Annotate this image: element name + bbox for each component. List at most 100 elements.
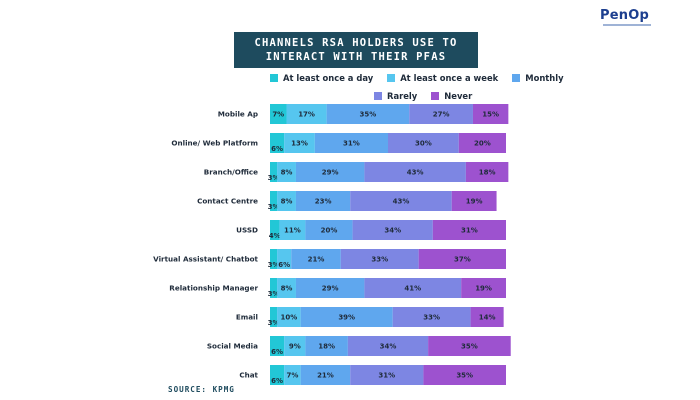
data-label: 3% (268, 290, 280, 298)
bar-row-mobile-ap: Mobile Ap 7% 17% 35% 27% 15% (218, 104, 509, 124)
bar-segment-never (451, 191, 497, 211)
bar-row-virtual-assistant-chatbot: Virtual Assistant/ Chatbot 3%6% 21% 33% 37% (153, 249, 506, 269)
data-label: 23% (315, 198, 332, 206)
legend-item-rarely: Rarely (374, 91, 417, 101)
bar-segment-monthly (326, 104, 410, 124)
logo-text: PenOp (600, 8, 649, 23)
bar-segment-at-least-once-a-week (284, 365, 301, 385)
legend-row-1: At least once a day At least once a week… (270, 72, 590, 84)
bar-segment-rarely (364, 278, 462, 298)
data-label: 35% (360, 111, 377, 119)
bar-segment-at-least-once-a-week (284, 133, 315, 153)
bar-segment-never (465, 162, 509, 182)
category-label: Chat (239, 371, 258, 380)
bar-row-relationship-manager: Relationship Manager 3%8% 29% 41% 19% (169, 278, 506, 298)
data-label: 31% (378, 372, 395, 380)
bar-segment-monthly (295, 162, 365, 182)
category-label: Contact Centre (197, 197, 258, 206)
legend-row-2: Rarely Never (374, 90, 590, 102)
bar-segment-rarely (347, 336, 429, 356)
data-label: 6% (278, 261, 290, 269)
legend-label-never: Never (444, 91, 473, 101)
bar-segment-never (423, 365, 506, 385)
data-label: 29% (322, 169, 339, 177)
source-note: SOURCE: KPMG (168, 385, 235, 394)
data-label: 3% (268, 261, 280, 269)
bar-row-online-web-platform: Online/ Web Platform 6% 13% 31% 30% 20% (171, 133, 506, 153)
legend-swatch-daily (270, 74, 278, 82)
bar-row-ussd: USSD 4%11% 20% 34% 31% (236, 220, 506, 240)
bar-segment-at-least-once-a-week (277, 307, 301, 327)
data-label: 43% (407, 169, 424, 177)
legend-label-daily: At least once a day (283, 73, 374, 83)
bar-segment-at-least-once-a-day (270, 220, 280, 240)
bar-row-contact-centre: Contact Centre 3%8% 23% 43% 19% (197, 191, 497, 211)
category-label: Branch/Office (204, 168, 258, 177)
legend-swatch-monthly (512, 74, 521, 82)
data-label: 31% (461, 227, 478, 235)
bar-segment-monthly (305, 220, 353, 240)
data-label: 18% (318, 343, 335, 351)
data-label: 10% (280, 314, 297, 322)
legend-swatch-rarely (374, 92, 382, 100)
data-label: 39% (338, 314, 355, 322)
bar-row-social-media: Social Media 6% 9% 18% 34% 35% (207, 336, 511, 356)
bar-segment-at-least-once-a-week (277, 162, 296, 182)
data-label: 3% (268, 319, 280, 327)
bar-segment-at-least-once-a-day (270, 278, 278, 298)
bar-segment-monthly (295, 191, 351, 211)
bar-segment-rarely (352, 220, 433, 240)
bar-row-branch-office: Branch/Office 3%8% 29% 43% 18% (204, 162, 509, 182)
bar-segment-at-least-once-a-week (284, 336, 306, 356)
bar-segment-rarely (340, 249, 419, 269)
bar-segment-at-least-once-a-week (277, 278, 296, 298)
logo-underline (603, 24, 651, 26)
legend-item-weekly: At least once a week (387, 73, 498, 83)
category-label: Relationship Manager (169, 284, 258, 293)
bar-segment-at-least-once-a-week (277, 191, 296, 211)
bar-segment-at-least-once-a-day (270, 191, 278, 211)
data-label: 8% (281, 198, 293, 206)
legend-label-rarely: Rarely (387, 91, 418, 101)
data-label: 3% (268, 203, 280, 211)
data-label: 34% (384, 227, 401, 235)
bar-row-chat: Chat 6%7% 21% 31% 35% (239, 365, 506, 385)
category-label: Online/ Web Platform (171, 139, 258, 148)
bar-row-email: Email 3%10% 39% 33% 14% (236, 307, 504, 327)
data-label: 37% (454, 256, 471, 264)
bar-segment-monthly (305, 336, 348, 356)
data-label: 35% (461, 343, 478, 351)
data-label: 21% (317, 372, 334, 380)
data-label: 21% (308, 256, 325, 264)
data-label: 8% (281, 169, 293, 177)
chart-title-line-1: CHANNELS RSA HOLDERS USE TO (254, 37, 458, 49)
bar-segment-at-least-once-a-week (279, 220, 306, 240)
bar-segment-never (472, 104, 509, 124)
data-label: 19% (475, 285, 492, 293)
data-label: 29% (322, 285, 339, 293)
bar-segment-at-least-once-a-day (270, 162, 278, 182)
data-label: 15% (482, 111, 499, 119)
legend: At least once a day At least once a week… (270, 72, 590, 102)
data-label: 6% (271, 348, 283, 356)
bar-segment-at-least-once-a-day (270, 249, 278, 269)
data-label: 11% (284, 227, 301, 235)
data-label: 31% (343, 140, 360, 148)
bar-segment-at-least-once-a-week (286, 104, 327, 124)
bar-segment-at-least-once-a-day (270, 307, 278, 327)
category-label: Mobile Ap (218, 110, 258, 119)
data-label: 27% (433, 111, 450, 119)
bar-segment-rarely (409, 104, 473, 124)
bar-segment-never (428, 336, 511, 356)
data-label: 33% (371, 256, 388, 264)
bar-segment-monthly (291, 249, 341, 269)
bar-segment-at-least-once-a-day (270, 104, 287, 124)
bar-segment-at-least-once-a-day (270, 365, 285, 385)
bar-segment-rarely (388, 133, 459, 153)
chart-title-line-2: INTERACT WITH THEIR PFAS (265, 51, 447, 63)
data-label: 17% (298, 111, 315, 119)
bar-segment-never (470, 307, 504, 327)
category-label: Email (236, 313, 258, 322)
data-label: 20% (321, 227, 338, 235)
